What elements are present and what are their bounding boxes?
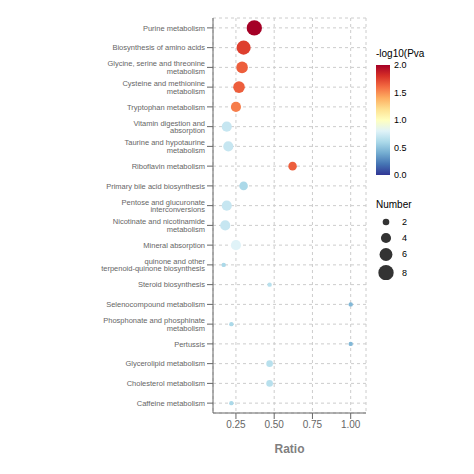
svg-text:quinone and otherterpenoid-qui: quinone and otherterpenoid-quinone biosy… <box>101 257 205 274</box>
svg-text:Pentose and glucuronateinterco: Pentose and glucuronateinterconversions <box>122 198 206 215</box>
html-text:8: 8 <box>402 267 407 278</box>
svg-text:1.00: 1.00 <box>341 419 361 430</box>
svg-text:Nicotinate and nicotinamidemet: Nicotinate and nicotinamidemetabolism <box>113 217 205 234</box>
svg-text:Riboflavin metabolism: Riboflavin metabolism <box>132 162 205 171</box>
html-text:6: 6 <box>402 249 407 260</box>
svg-text:Tryptophan metabolism: Tryptophan metabolism <box>127 103 205 112</box>
svg-text:Purine metabolism: Purine metabolism <box>143 24 205 33</box>
svg-text:Selenocompound metabolism: Selenocompound metabolism <box>106 300 205 309</box>
svg-text:Steroid biosynthesis: Steroid biosynthesis <box>138 280 205 289</box>
html-text:0.0: 0.0 <box>394 170 407 180</box>
html-text:2: 2 <box>402 217 407 227</box>
svg-text:Cholesterol metabolism: Cholesterol metabolism <box>127 379 205 388</box>
svg-text:Vitamin digestion andabsorptio: Vitamin digestion andabsorption <box>133 119 205 136</box>
svg-text:0.75: 0.75 <box>303 419 323 430</box>
svg-text:Caffeine metabolism: Caffeine metabolism <box>137 399 205 408</box>
svg-text:0.25: 0.25 <box>226 419 246 430</box>
html-text:0.5: 0.5 <box>394 142 407 153</box>
html-text:Number: Number <box>376 199 412 210</box>
svg-text:Biosynthesis of amino acids: Biosynthesis of amino acids <box>112 43 205 52</box>
svg-text:Cysteine and methioninemetabol: Cysteine and methioninemetabolism <box>122 79 205 96</box>
html-text:4: 4 <box>402 233 407 243</box>
svg-text:Glycerolipid metabolism: Glycerolipid metabolism <box>125 359 205 368</box>
svg-text:0.50: 0.50 <box>264 419 284 430</box>
html-text:1.5: 1.5 <box>394 87 407 98</box>
svg-text:Ratio: Ratio <box>275 442 305 456</box>
html-text:1.0: 1.0 <box>394 115 407 125</box>
html-text:2.0: 2.0 <box>394 60 407 70</box>
svg-text:Taurine and hypotaurinemetabol: Taurine and hypotaurinemetabolism <box>125 138 205 155</box>
svg-text:Pertussis: Pertussis <box>174 340 205 349</box>
html-text:-log10(Pva: -log10(Pva <box>376 48 425 59</box>
svg-text:Glycine, serine and threoninem: Glycine, serine and threoninemetabolism <box>107 59 205 76</box>
svg-text:Primary bile acid biosynthesis: Primary bile acid biosynthesis <box>106 182 205 191</box>
svg-text:Phosphonate and phosphinatemet: Phosphonate and phosphinatemetabolism <box>103 316 205 333</box>
svg-text:Mineral absorption: Mineral absorption <box>143 241 205 250</box>
